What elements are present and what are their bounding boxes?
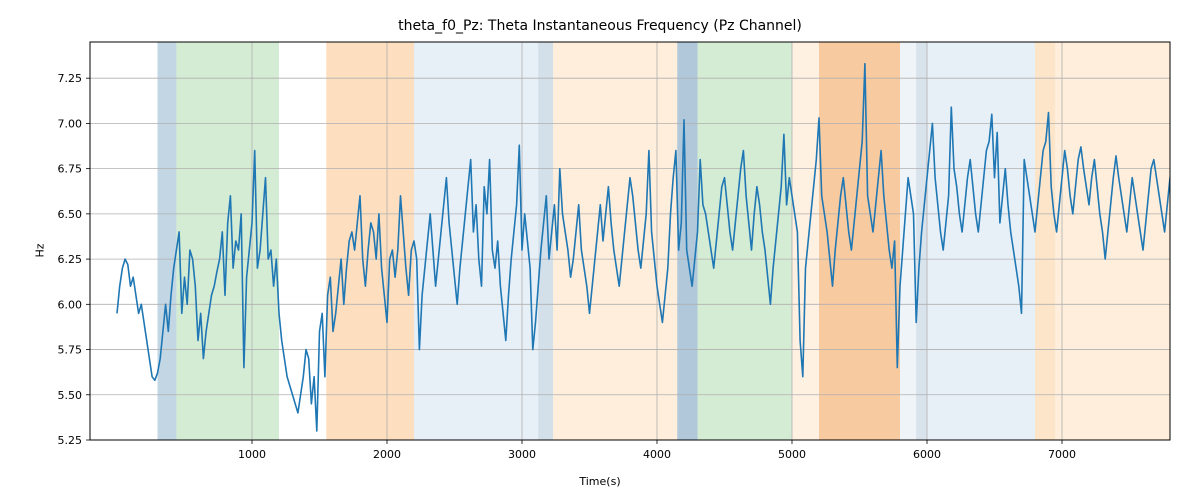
svg-text:7000: 7000 [1048,448,1076,461]
svg-text:6.00: 6.00 [58,298,83,311]
svg-text:3000: 3000 [508,448,536,461]
plot-svg: 1000 2000 3000 4000 5000 6000 7000 5.25 5.50 5.75… [0,0,1200,500]
svg-text:5.50: 5.50 [58,389,83,402]
svg-text:6.25: 6.25 [58,253,83,266]
svg-text:6000: 6000 [913,448,941,461]
svg-text:5000: 5000 [778,448,806,461]
svg-text:7.25: 7.25 [58,72,83,85]
svg-text:4000: 4000 [643,448,671,461]
svg-text:7.00: 7.00 [58,117,83,130]
svg-text:5.25: 5.25 [58,434,83,447]
svg-text:6.75: 6.75 [58,163,83,176]
svg-text:1000: 1000 [238,448,266,461]
svg-text:6.50: 6.50 [58,208,83,221]
svg-text:2000: 2000 [373,448,401,461]
svg-text:5.75: 5.75 [58,344,83,357]
